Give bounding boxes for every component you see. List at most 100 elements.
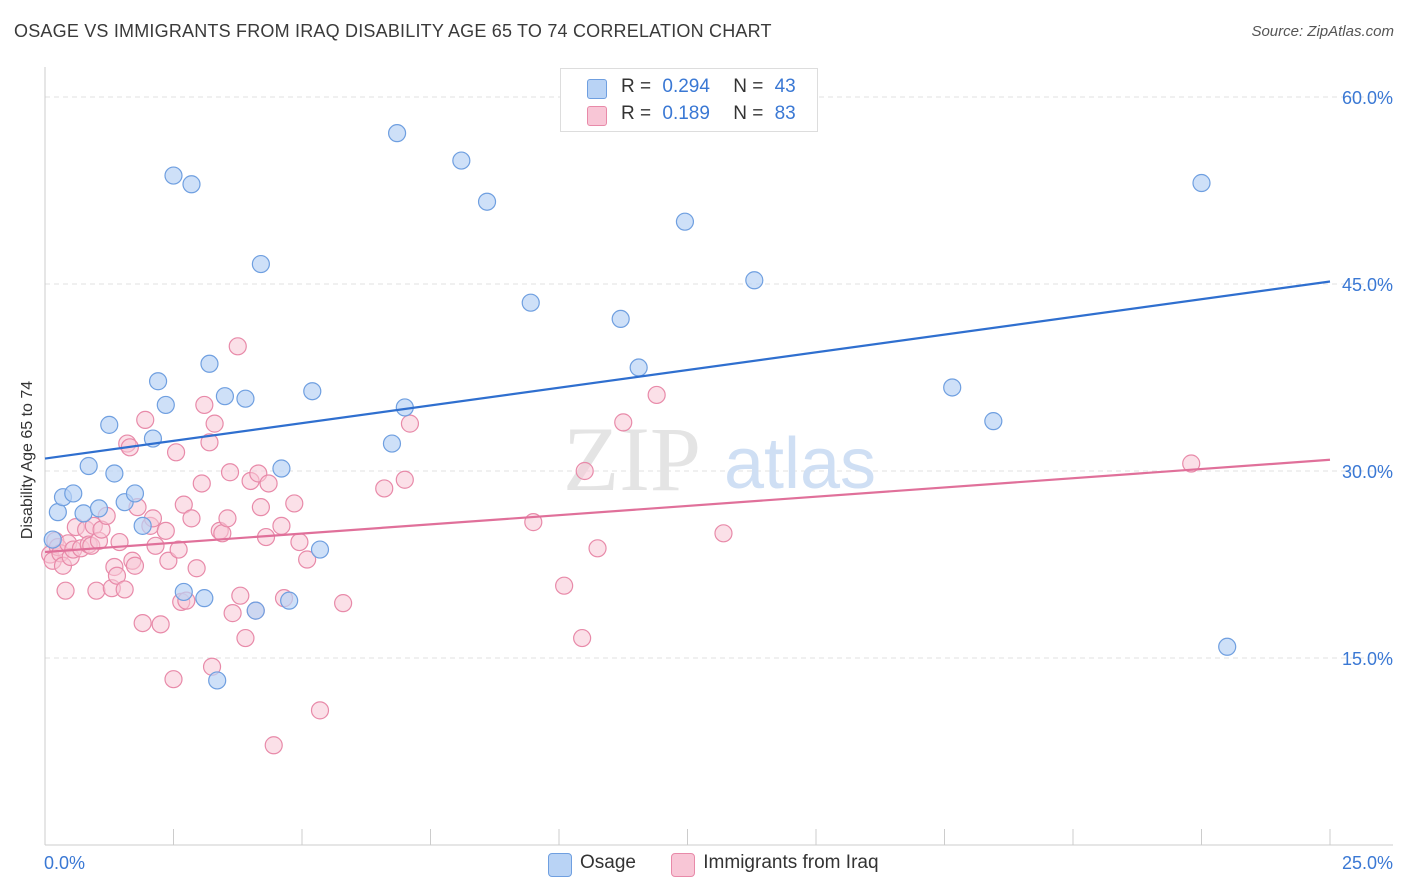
data-point-osage bbox=[64, 484, 83, 503]
data-point-iraq bbox=[647, 385, 666, 405]
data-point-iraq bbox=[174, 495, 193, 514]
x-tick-label: 0.0% bbox=[44, 853, 85, 873]
trend-lines bbox=[44, 280, 1331, 554]
data-point-iraq bbox=[205, 414, 224, 433]
data-point-iraq bbox=[166, 443, 186, 462]
r-value: 0.294 bbox=[662, 76, 710, 97]
data-point-iraq bbox=[107, 566, 127, 585]
data-point-osage bbox=[387, 124, 407, 143]
source-label: Source: ZipAtlas.com bbox=[1251, 23, 1394, 40]
data-point-osage bbox=[303, 382, 322, 401]
data-point-osage bbox=[984, 412, 1003, 431]
r-label: R = bbox=[621, 76, 652, 97]
n-value: 83 bbox=[774, 103, 796, 124]
data-point-iraq bbox=[156, 521, 175, 540]
y-tick-label: 15.0% bbox=[1342, 649, 1393, 669]
data-point-iraq bbox=[285, 494, 304, 513]
data-point-osage bbox=[164, 166, 183, 185]
data-point-iraq bbox=[298, 550, 317, 569]
data-point-iraq bbox=[575, 461, 594, 481]
data-point-iraq bbox=[1182, 454, 1201, 473]
data-point-osage bbox=[521, 293, 540, 312]
axes bbox=[44, 67, 1393, 846]
watermark-zip: ZIP bbox=[563, 408, 701, 510]
data-point-osage bbox=[1218, 637, 1237, 656]
data-point-osage bbox=[280, 591, 299, 610]
y-tick-label: 45.0% bbox=[1342, 275, 1393, 295]
r-label: R = bbox=[621, 103, 652, 124]
iraq-legend-swatch bbox=[671, 853, 696, 877]
trend-line-osage bbox=[44, 280, 1331, 460]
data-point-iraq bbox=[334, 594, 353, 613]
y-tick-label: 60.0% bbox=[1342, 88, 1393, 108]
data-point-iraq bbox=[200, 433, 219, 452]
data-point-iraq bbox=[573, 628, 592, 648]
watermark-atlas: atlas bbox=[724, 424, 876, 504]
grid-lines bbox=[45, 96, 1393, 659]
legend-item-osage[interactable]: Osage bbox=[548, 852, 636, 877]
x-tick-label: 25.0% bbox=[1342, 853, 1393, 873]
data-point-iraq bbox=[236, 628, 255, 648]
stats-legend: R = 0.294 N = 43 R = 0.189 N = 83 bbox=[560, 68, 818, 132]
data-point-osage bbox=[200, 354, 219, 373]
data-point-iraq bbox=[400, 414, 420, 433]
data-point-osage bbox=[148, 372, 168, 391]
data-point-iraq bbox=[159, 551, 178, 570]
data-point-iraq bbox=[614, 413, 633, 432]
data-point-osage bbox=[310, 540, 330, 559]
data-point-iraq bbox=[146, 536, 165, 555]
data-point-iraq bbox=[164, 670, 183, 689]
data-point-iraq bbox=[125, 556, 145, 575]
data-point-osage bbox=[251, 254, 270, 274]
watermark: ZIP atlas bbox=[563, 408, 876, 510]
data-point-osage bbox=[611, 309, 630, 329]
data-point-osage bbox=[208, 671, 227, 690]
data-point-iraq bbox=[223, 604, 242, 623]
data-point-iraq bbox=[115, 580, 134, 599]
data-point-iraq bbox=[290, 532, 309, 552]
data-point-osage bbox=[943, 378, 962, 397]
data-point-osage bbox=[675, 212, 695, 231]
data-point-iraq bbox=[220, 463, 240, 482]
data-point-osage bbox=[79, 456, 98, 476]
data-point-iraq bbox=[272, 516, 291, 535]
data-point-osage bbox=[236, 389, 255, 408]
data-point-iraq bbox=[251, 498, 270, 517]
data-point-osage bbox=[105, 464, 124, 483]
data-point-iraq bbox=[714, 524, 733, 543]
y-axis-label: Disability Age 65 to 74 bbox=[19, 380, 36, 540]
legend-item-iraq[interactable]: Immigrants from Iraq bbox=[671, 852, 879, 877]
data-point-iraq bbox=[310, 701, 330, 720]
data-point-osage bbox=[174, 582, 193, 602]
data-point-osage bbox=[382, 434, 402, 453]
data-point-iraq bbox=[195, 395, 214, 415]
data-point-osage bbox=[156, 395, 175, 415]
data-point-osage bbox=[43, 530, 62, 549]
data-point-osage bbox=[745, 271, 764, 290]
data-point-osage bbox=[89, 499, 109, 518]
y-tick-label: 30.0% bbox=[1342, 462, 1393, 482]
data-point-iraq bbox=[259, 474, 278, 493]
data-point-osage bbox=[246, 601, 265, 620]
data-point-iraq bbox=[169, 540, 188, 559]
series-iraq-points bbox=[41, 337, 1201, 755]
data-point-iraq bbox=[395, 470, 414, 489]
data-point-iraq bbox=[133, 613, 152, 633]
legend-label-iraq: Immigrants from Iraq bbox=[703, 852, 879, 873]
data-point-osage bbox=[182, 175, 201, 194]
data-point-iraq bbox=[264, 736, 283, 755]
trend-line-iraq bbox=[44, 458, 1331, 554]
data-point-osage bbox=[215, 387, 234, 406]
data-point-iraq bbox=[182, 509, 201, 528]
osage-swatch bbox=[587, 79, 607, 99]
series-osage-points bbox=[43, 124, 1237, 690]
data-point-iraq bbox=[56, 581, 75, 600]
data-point-iraq bbox=[136, 410, 155, 429]
n-label: N = bbox=[733, 103, 764, 124]
data-point-osage bbox=[629, 358, 648, 377]
data-point-osage bbox=[133, 516, 152, 535]
data-point-osage bbox=[272, 459, 291, 478]
data-point-iraq bbox=[375, 479, 394, 498]
data-point-iraq bbox=[187, 559, 206, 578]
